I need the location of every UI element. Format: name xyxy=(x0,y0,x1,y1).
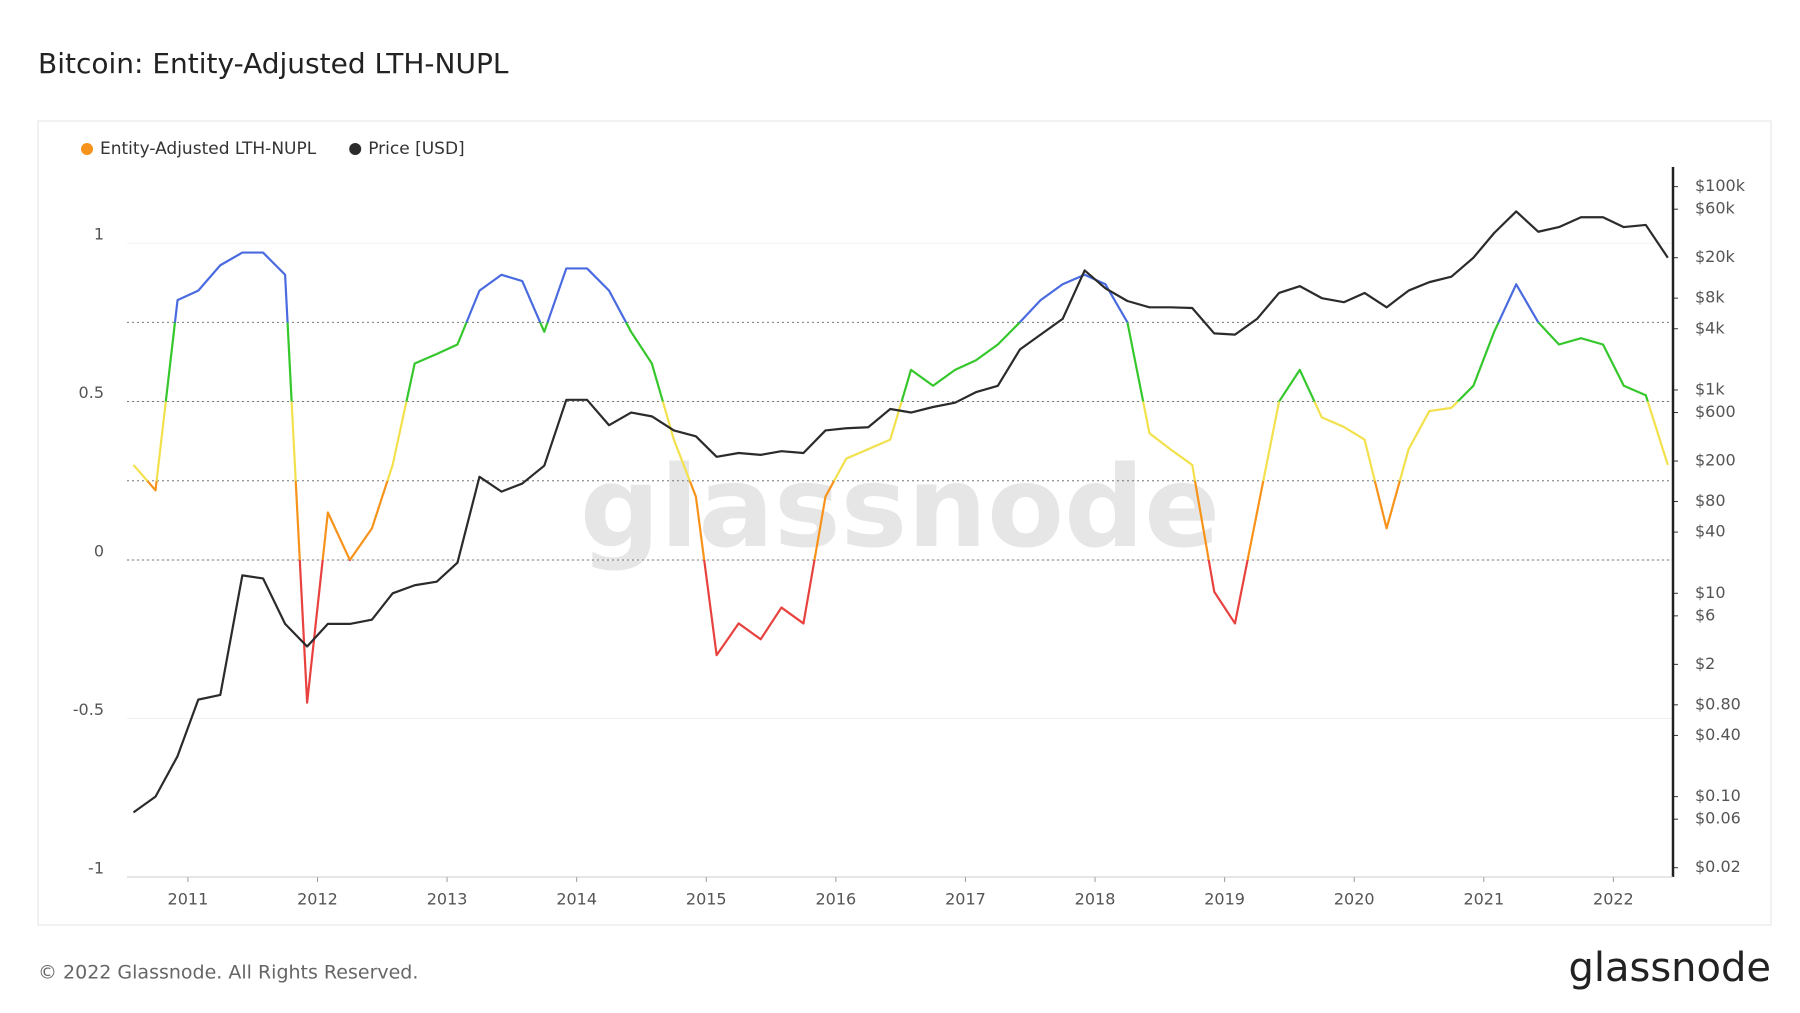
x-tick-label: 2014 xyxy=(556,890,597,909)
y-tick-label: 0 xyxy=(94,542,104,561)
nupl-line xyxy=(132,251,1669,704)
y2-tick-label: $1k xyxy=(1695,379,1725,398)
y-tick-label: 0.5 xyxy=(79,383,104,402)
y2-tick-label: $600 xyxy=(1695,402,1736,421)
legend-label: Price [USD] xyxy=(368,139,464,159)
logo: glassnode xyxy=(1568,945,1771,991)
y2-tick-label: $0.80 xyxy=(1695,694,1741,713)
copyright: © 2022 Glassnode. All Rights Reserved. xyxy=(38,962,418,984)
legend-label: Entity-Adjusted LTH-NUPL xyxy=(100,139,317,159)
y2-tick-label: $20k xyxy=(1695,247,1736,266)
x-tick-label: 2021 xyxy=(1463,890,1504,909)
y-tick-label: -0.5 xyxy=(73,700,104,719)
y2-tick-label: $4k xyxy=(1695,318,1725,337)
x-tick-label: 2016 xyxy=(815,890,856,909)
y-tick-label: 1 xyxy=(94,225,104,244)
x-tick-label: 2015 xyxy=(686,890,727,909)
y2-tick-label: $60k xyxy=(1695,199,1736,218)
x-tick-label: 2022 xyxy=(1593,890,1634,909)
y2-tick-label: $2 xyxy=(1695,654,1715,673)
y-tick-label: -1 xyxy=(88,859,104,878)
legend-marker xyxy=(349,143,362,155)
x-tick-label: 2018 xyxy=(1075,890,1116,909)
y2-tick-label: $6 xyxy=(1695,605,1715,624)
y2-tick-label: $40 xyxy=(1695,522,1726,541)
x-tick-label: 2012 xyxy=(297,890,338,909)
y2-tick-label: $10 xyxy=(1695,583,1726,602)
watermark: glassnode xyxy=(580,443,1220,573)
legend-marker xyxy=(81,143,93,155)
x-tick-label: 2019 xyxy=(1204,890,1245,909)
chart-frame xyxy=(37,120,1772,926)
y2-tick-label: $0.40 xyxy=(1695,725,1741,744)
y2-tick-label: $100k xyxy=(1695,176,1746,195)
y2-tick-label: $200 xyxy=(1695,451,1736,470)
x-tick-label: 2017 xyxy=(945,890,986,909)
y2-tick-label: $80 xyxy=(1695,491,1726,510)
x-tick-label: 2011 xyxy=(168,890,209,909)
y2-tick-label: $0.02 xyxy=(1695,857,1741,876)
x-tick-label: 2013 xyxy=(427,890,468,909)
x-tick-label: 2020 xyxy=(1334,890,1375,909)
y2-tick-label: $0.10 xyxy=(1695,786,1741,805)
y2-tick-label: $8k xyxy=(1695,288,1725,307)
chart-title: Bitcoin: Entity-Adjusted LTH-NUPL xyxy=(38,47,509,80)
y2-tick-label: $0.06 xyxy=(1695,809,1741,828)
price-line xyxy=(132,210,1669,814)
